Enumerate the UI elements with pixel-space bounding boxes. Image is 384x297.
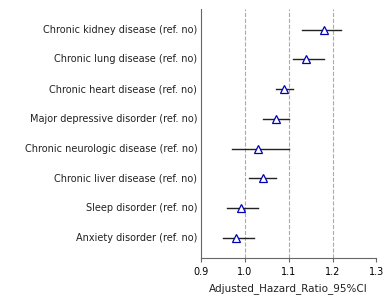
Text: Major depressive disorder (ref. no): Major depressive disorder (ref. no) <box>30 114 197 124</box>
Text: Chronic liver disease (ref. no): Chronic liver disease (ref. no) <box>55 173 197 183</box>
Text: Anxiety disorder (ref. no): Anxiety disorder (ref. no) <box>76 233 197 243</box>
Text: Chronic neurologic disease (ref. no): Chronic neurologic disease (ref. no) <box>25 143 197 154</box>
Text: Sleep disorder (ref. no): Sleep disorder (ref. no) <box>86 203 197 213</box>
X-axis label: Adjusted_Hazard_Ratio_95%CI: Adjusted_Hazard_Ratio_95%CI <box>209 283 368 294</box>
Text: Chronic kidney disease (ref. no): Chronic kidney disease (ref. no) <box>43 25 197 35</box>
Text: Chronic lung disease (ref. no): Chronic lung disease (ref. no) <box>54 54 197 64</box>
Text: Chronic heart disease (ref. no): Chronic heart disease (ref. no) <box>50 84 197 94</box>
